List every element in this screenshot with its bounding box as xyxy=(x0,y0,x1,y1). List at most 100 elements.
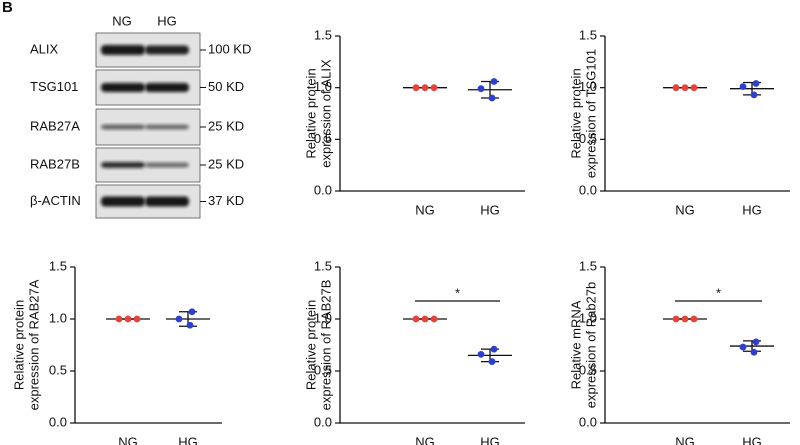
y-axis-label: Relative protein xyxy=(11,300,26,390)
y-tick-label: 1.5 xyxy=(49,258,67,273)
axes xyxy=(604,267,790,424)
y-tick-label: 1.5 xyxy=(579,258,597,273)
data-point xyxy=(186,321,194,329)
x-tick-label: NG xyxy=(675,202,695,217)
blot-band xyxy=(145,162,189,168)
y-tick-label: 1.5 xyxy=(579,27,597,42)
y-axis-label: Relative mRNA xyxy=(568,300,583,389)
data-point xyxy=(681,84,689,92)
y-axis-label: Relative protein xyxy=(303,300,318,390)
data-point xyxy=(430,84,438,92)
blot-band xyxy=(145,83,189,92)
data-point xyxy=(133,315,141,323)
data-point xyxy=(690,84,698,92)
x-tick-label: HG xyxy=(742,202,762,217)
y-tick-label: 1.5 xyxy=(314,258,332,273)
y-axis-label: expression of RAB27B xyxy=(318,280,333,411)
panel-label: B xyxy=(2,0,13,16)
y-axis-label: expression of ALIX xyxy=(318,59,333,168)
x-tick-label: NG xyxy=(118,434,138,445)
x-tick-label: HG xyxy=(178,434,198,445)
x-tick-label: NG xyxy=(675,434,695,445)
blot-band xyxy=(101,162,145,168)
y-tick-label: 0.5 xyxy=(579,131,597,146)
data-point xyxy=(681,315,689,323)
y-tick-label: 1.0 xyxy=(314,310,332,325)
significance-mark: * xyxy=(716,285,721,300)
protein-label: TSG101 xyxy=(30,79,78,94)
x-tick-label: HG xyxy=(480,434,500,445)
blot-band xyxy=(101,124,145,130)
y-tick-label: 0.0 xyxy=(49,414,67,429)
y-tick-label: 1.0 xyxy=(579,310,597,325)
data-point xyxy=(739,343,747,351)
data-point xyxy=(175,315,183,323)
blot-band xyxy=(145,124,189,130)
data-point xyxy=(115,315,123,323)
data-point xyxy=(752,80,760,87)
data-point xyxy=(750,348,758,356)
data-point xyxy=(488,358,496,366)
size-label: 50 KD xyxy=(208,79,244,94)
x-tick-label: NG xyxy=(415,434,435,445)
lane-label: NG xyxy=(112,13,132,28)
x-tick-label: NG xyxy=(415,202,435,217)
axes xyxy=(74,267,222,424)
y-tick-label: 1.0 xyxy=(49,310,67,325)
y-tick-label: 0.5 xyxy=(49,362,67,377)
y-tick-label: 0.5 xyxy=(579,362,597,377)
data-point xyxy=(752,338,760,346)
y-tick-label: 0.0 xyxy=(579,182,597,197)
y-tick-label: 1.0 xyxy=(314,79,332,94)
significance-mark: * xyxy=(455,285,460,300)
x-tick-label: HG xyxy=(480,202,500,217)
size-label: 37 KD xyxy=(208,193,244,208)
data-point xyxy=(490,345,498,353)
y-tick-label: 0.0 xyxy=(314,414,332,429)
lane-label: HG xyxy=(157,13,177,28)
protein-label: ALIX xyxy=(30,41,59,56)
y-axis-label: expression of Rab27b xyxy=(583,282,598,408)
data-point xyxy=(124,315,132,323)
data-point xyxy=(421,84,429,92)
data-point xyxy=(490,78,498,85)
size-label: 25 KD xyxy=(208,156,244,171)
data-point xyxy=(477,85,485,93)
axes xyxy=(339,267,525,424)
axes xyxy=(339,36,525,192)
blot-band xyxy=(145,45,189,55)
western-blot: NG HG ALIX 100 KD TSG101 50 KD RAB27A 25 KD RAB2… xyxy=(30,13,251,219)
blot-band xyxy=(101,45,145,55)
blot-band xyxy=(101,83,145,92)
y-axis-label: Relative protein xyxy=(303,68,318,158)
protein-label: RAB27B xyxy=(30,156,80,171)
y-axis-label: Relative protein xyxy=(568,68,583,158)
data-point xyxy=(477,350,485,358)
data-point xyxy=(488,94,496,102)
protein-label: RAB27A xyxy=(30,118,80,133)
data-point xyxy=(672,84,680,92)
x-tick-label: HG xyxy=(742,434,762,445)
y-tick-label: 0.5 xyxy=(314,362,332,377)
y-tick-label: 0.0 xyxy=(314,182,332,197)
data-point xyxy=(412,84,420,92)
y-tick-label: 0.5 xyxy=(314,131,332,146)
protein-label: β-ACTIN xyxy=(30,193,81,208)
data-point xyxy=(672,315,680,323)
y-axis-label: expression of TSG101 xyxy=(583,49,598,178)
data-point xyxy=(188,308,196,316)
y-tick-label: 1.0 xyxy=(579,79,597,94)
data-point xyxy=(750,91,758,99)
y-axis-label: expression of RAB27A xyxy=(26,279,41,410)
size-label: 25 KD xyxy=(208,118,244,133)
data-point xyxy=(739,83,747,91)
data-point xyxy=(430,315,438,323)
blot-band xyxy=(145,196,189,207)
blot-band xyxy=(101,196,145,207)
size-label: 100 KD xyxy=(208,41,251,56)
data-point xyxy=(421,315,429,323)
data-point xyxy=(412,315,420,323)
y-tick-label: 1.5 xyxy=(314,27,332,42)
